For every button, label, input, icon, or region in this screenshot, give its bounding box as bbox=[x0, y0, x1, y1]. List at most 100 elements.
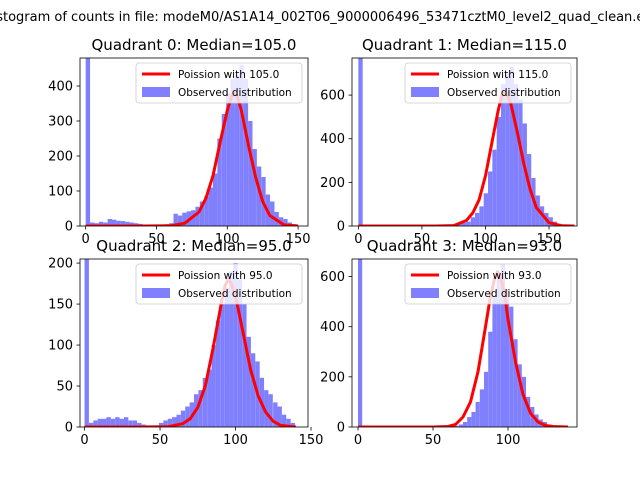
x-tick-label: 0 bbox=[80, 433, 88, 448]
legend-curve-label: Poission with 93.0 bbox=[447, 270, 542, 282]
x-tick-label: 100 bbox=[223, 433, 248, 448]
histogram-bar bbox=[270, 201, 275, 226]
histogram-bar bbox=[125, 221, 130, 226]
histogram-bar bbox=[505, 73, 510, 226]
histogram-bar bbox=[479, 389, 484, 427]
histogram-bar bbox=[128, 420, 133, 427]
histogram-bar bbox=[454, 425, 459, 427]
y-tick-label: 200 bbox=[48, 150, 73, 165]
histogram-bar bbox=[467, 416, 472, 427]
histogram-bar bbox=[243, 79, 249, 226]
histogram-bar bbox=[211, 345, 216, 427]
x-tick-label: 50 bbox=[148, 232, 165, 247]
histogram-bar bbox=[237, 279, 243, 427]
histogram-bar bbox=[496, 116, 501, 226]
histogram-bar bbox=[226, 93, 231, 226]
histogram-bar bbox=[106, 417, 111, 427]
y-tick-label: 400 bbox=[320, 320, 345, 335]
plot-area bbox=[85, 58, 299, 226]
histogram-bar bbox=[457, 223, 463, 226]
legend: Poission with 95.0 Observed distribution bbox=[135, 263, 303, 305]
legend: Poission with 105.0 Observed distribution bbox=[135, 62, 303, 104]
chart-title: Quadrant 1: Median=115.0 bbox=[362, 36, 567, 54]
histogram-bar bbox=[137, 422, 142, 427]
y-tick-label: 0 bbox=[337, 421, 345, 436]
histogram-bar bbox=[522, 123, 527, 226]
histogram-bar bbox=[358, 58, 363, 226]
histogram-bar bbox=[224, 287, 230, 427]
histogram-bar bbox=[252, 149, 257, 226]
histogram-bar bbox=[132, 420, 138, 427]
histogram-bar bbox=[198, 390, 203, 427]
histogram-bar bbox=[204, 196, 209, 226]
y-tick-label: 0 bbox=[337, 220, 345, 235]
chart-title: Quadrant 0: Median=105.0 bbox=[92, 36, 297, 54]
histogram-bar bbox=[290, 422, 296, 427]
histogram-bar bbox=[220, 304, 225, 427]
histogram-bar bbox=[264, 390, 269, 427]
axes-frame bbox=[79, 57, 309, 227]
legend-hist-label: Observed distribution bbox=[447, 87, 561, 99]
histogram-bar bbox=[475, 212, 480, 226]
histogram-bar bbox=[492, 149, 497, 226]
histogram-bar bbox=[484, 371, 489, 427]
histogram-bar bbox=[492, 296, 497, 427]
histogram-bar bbox=[167, 418, 173, 427]
plot-area bbox=[84, 259, 297, 427]
histogram-bar bbox=[84, 259, 89, 427]
axes-frame bbox=[79, 258, 309, 428]
histogram-bar bbox=[110, 418, 116, 427]
histogram-bar bbox=[207, 369, 212, 427]
histogram-bar bbox=[234, 75, 240, 226]
histogram-bar bbox=[513, 339, 518, 427]
y-tick-label: 200 bbox=[320, 370, 345, 385]
legend-hist-swatch bbox=[142, 288, 170, 298]
legend: Poission with 93.0 Observed distribution bbox=[404, 263, 572, 305]
histogram-bar bbox=[85, 58, 91, 226]
histogram-bar bbox=[103, 222, 108, 226]
legend-box bbox=[135, 62, 303, 104]
histogram-bar bbox=[483, 193, 489, 226]
histogram-bar bbox=[88, 422, 94, 427]
y-tick-label: 200 bbox=[320, 176, 345, 191]
legend-hist-label: Observed distribution bbox=[178, 288, 292, 300]
histogram-bar bbox=[509, 66, 514, 226]
histogram-bar bbox=[212, 173, 218, 226]
histogram-bar bbox=[488, 331, 493, 427]
histogram-bar bbox=[229, 271, 234, 427]
histogram-bar bbox=[215, 320, 221, 427]
histogram-bar bbox=[462, 222, 467, 226]
x-tick-label: 0 bbox=[354, 232, 362, 247]
chart-title: Quadrant 2: Median=95.0 bbox=[96, 237, 291, 255]
histogram-bar bbox=[176, 414, 181, 427]
chart-panel-1: 0 50 100 150 0 200 400 600 Quadrant 1: Median=11… bbox=[320, 36, 578, 247]
histogram-bar bbox=[202, 377, 208, 427]
axes-frame bbox=[351, 57, 578, 227]
y-tick-label: 0 bbox=[65, 220, 73, 235]
chart-title: Quadrant 3: Median=93.0 bbox=[367, 237, 562, 255]
histogram-bar bbox=[500, 264, 505, 427]
plot-area bbox=[358, 58, 575, 226]
y-tick-label: 50 bbox=[56, 380, 73, 395]
histogram-bar bbox=[102, 418, 107, 427]
figure-suptitle: Histogram of counts in file: modeM0/AS1A… bbox=[0, 10, 640, 25]
histogram-bar bbox=[479, 206, 484, 226]
histogram-bar bbox=[286, 418, 291, 427]
histogram-bar bbox=[182, 212, 187, 226]
histogram-bar bbox=[496, 274, 501, 427]
histogram-bar bbox=[283, 219, 288, 226]
histogram-bar bbox=[123, 417, 129, 427]
histogram-bar bbox=[513, 84, 519, 226]
axes-frame bbox=[351, 258, 578, 428]
histogram-bar bbox=[488, 171, 493, 226]
histogram-bar bbox=[230, 79, 235, 226]
histogram-bar bbox=[509, 306, 514, 427]
legend-hist-swatch bbox=[142, 87, 170, 97]
y-tick-label: 0 bbox=[65, 421, 73, 436]
histogram-bar bbox=[195, 206, 200, 226]
y-tick-label: 400 bbox=[320, 132, 345, 147]
legend-hist-label: Observed distribution bbox=[447, 288, 561, 300]
histogram-bar bbox=[107, 219, 113, 226]
histogram-bar bbox=[172, 417, 177, 427]
